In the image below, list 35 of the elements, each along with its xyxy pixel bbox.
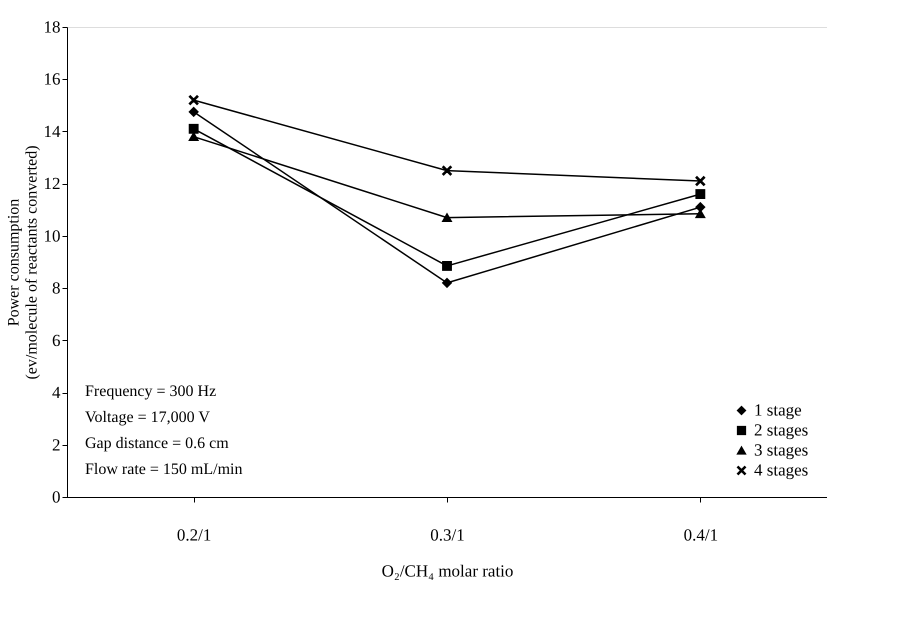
point [695, 202, 706, 212]
y-tick-label: 14 [44, 122, 61, 141]
legend-label: 4 stages [754, 460, 808, 480]
x-tick-label: 0.4/1 [684, 526, 718, 544]
annotation: Voltage = 17,000 V [85, 409, 210, 426]
point [695, 176, 706, 186]
point [442, 278, 452, 288]
y-tick-label: 0 [52, 488, 60, 506]
point [695, 189, 706, 200]
point [188, 95, 199, 106]
point [442, 213, 452, 222]
point [188, 132, 199, 142]
point [442, 260, 452, 271]
annotation: Flow rate = 150 mL/min [85, 461, 242, 478]
legend-label: 1 stage [754, 400, 802, 420]
legend-label: 3 stages [754, 440, 808, 460]
point [695, 209, 706, 218]
y-axis-title: Power consumption (ev/molecule of reactants converted) [6, 145, 40, 380]
legend-label: 2 stages [754, 420, 808, 440]
y-tick-label: 2 [52, 435, 60, 454]
y-tick-label: 8 [52, 278, 60, 298]
annotation: Gap distance = 0.6 cm [85, 435, 230, 452]
x-tick-label: 0.3/1 [430, 526, 465, 544]
y-tick-label: 12 [44, 174, 60, 194]
y-tick-label: 18 [44, 18, 60, 36]
point [442, 166, 452, 176]
y-tick-label: 10 [44, 226, 60, 246]
y-tick-label: 6 [52, 330, 60, 350]
point [188, 124, 199, 134]
y-tick-label: 4 [52, 383, 61, 402]
x-tick-label: 0.2/1 [176, 526, 212, 544]
annotation: Frequency = 300 Hz [85, 383, 216, 400]
x-axis-title: O₂/CH₄ molar ratio [382, 562, 514, 580]
y-tick-label: 16 [44, 70, 60, 89]
point [188, 106, 199, 117]
